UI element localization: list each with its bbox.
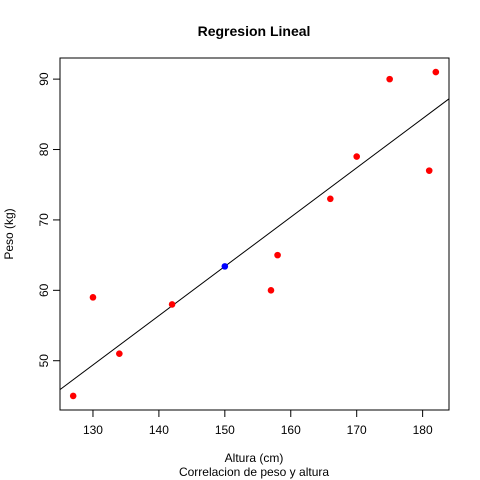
data-point — [69, 392, 77, 400]
data-point — [327, 195, 334, 203]
y-tick-label: 70 — [37, 213, 51, 227]
data-point — [89, 294, 97, 301]
data-point — [221, 263, 229, 270]
x-tick-label: 160 — [281, 423, 301, 437]
data-point — [353, 153, 360, 160]
y-tick-label: 50 — [37, 354, 51, 368]
y-tick-label: 80 — [37, 143, 51, 157]
data-point — [386, 75, 393, 83]
regression-line — [60, 98, 449, 390]
data-point — [267, 287, 275, 294]
data-point — [425, 167, 433, 174]
data-point — [274, 251, 281, 259]
data-point — [116, 350, 123, 357]
data-point — [168, 301, 176, 308]
x-tick-label: 130 — [83, 423, 103, 437]
x-axis-label: Altura (cm) — [225, 451, 284, 465]
x-tick-label: 150 — [215, 423, 235, 437]
plot-area: 130 140 150 160 170 180 50 60 70 80 90 — [37, 57, 450, 437]
x-tick-label: 180 — [413, 423, 433, 437]
y-tick-label: 60 — [37, 283, 51, 297]
chart-subtitle: Correlacion de peso y altura — [179, 465, 329, 479]
y-axis-label: Peso (kg) — [2, 208, 16, 259]
y-tick-label: 90 — [37, 72, 51, 86]
data-point — [432, 68, 440, 76]
x-tick-label: 140 — [149, 423, 169, 437]
chart-title: Regresion Lineal — [198, 23, 311, 39]
x-tick-label: 170 — [347, 423, 367, 437]
